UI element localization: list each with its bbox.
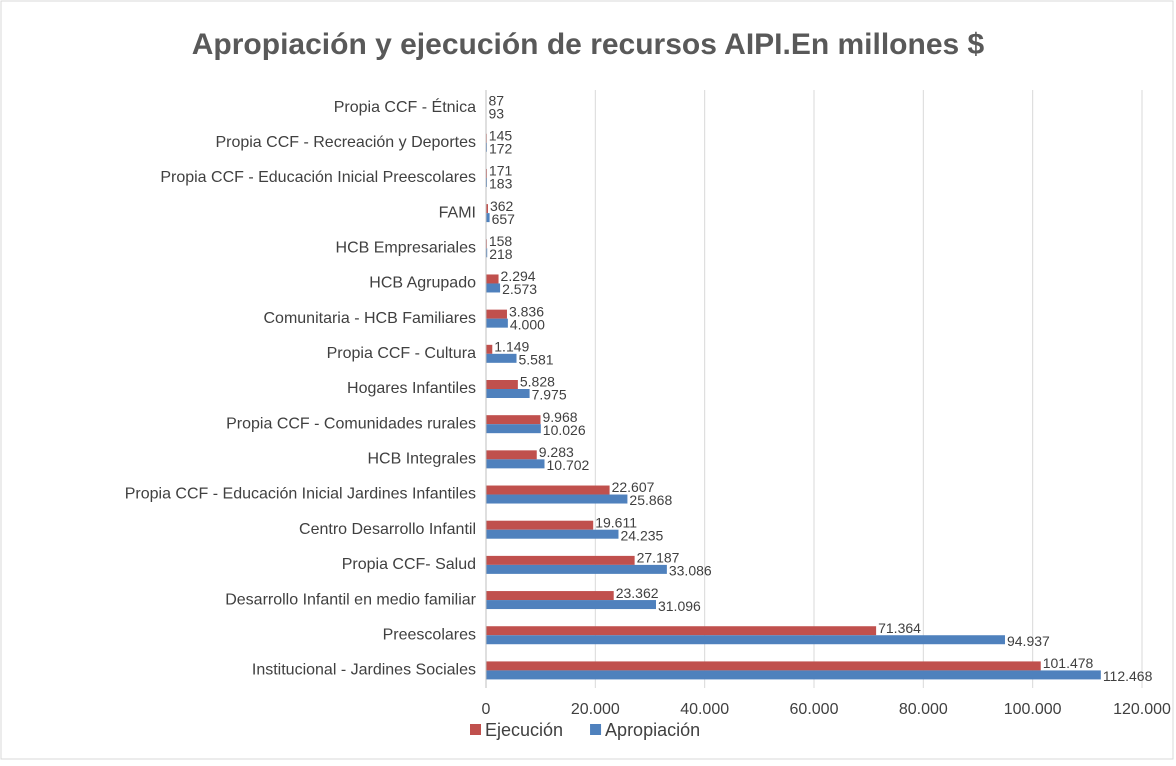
value-label: 71.364 [878, 620, 921, 636]
value-label: 23.362 [616, 585, 659, 601]
y-tick-label: Comunitaria - HCB Familiares [264, 310, 477, 327]
bar [486, 530, 618, 539]
bar [486, 495, 627, 504]
y-tick-label: HCB Agrupado [369, 275, 476, 292]
value-label: 31.096 [658, 598, 701, 614]
legend-label: Ejecución [485, 720, 563, 740]
y-tick-label: Propia CCF - Comunidades rurales [226, 415, 476, 432]
value-label: 10.702 [547, 457, 590, 473]
bar [486, 415, 540, 424]
value-label: 10.026 [543, 422, 586, 438]
bar [486, 591, 614, 600]
bar [486, 310, 507, 319]
y-tick-label: Propia CCF- Salud [342, 556, 476, 573]
x-tick-label: 20.000 [571, 701, 620, 718]
bar [486, 345, 492, 354]
bar [486, 354, 517, 363]
y-tick-label: Propia CCF - Educación Inicial Preescola… [160, 169, 476, 186]
bar [486, 556, 635, 565]
y-tick-label: Preescolares [383, 626, 476, 643]
x-tick-label: 80.000 [899, 701, 948, 718]
bar [486, 459, 545, 468]
value-label: 25.868 [629, 492, 672, 508]
y-tick-label: Propia CCF - Educación Inicial Jardines … [125, 486, 476, 503]
y-tick-label: Propia CCF - Recreación y Deportes [215, 134, 476, 151]
bar [486, 424, 541, 433]
x-tick-label: 120.000 [1113, 701, 1171, 718]
value-label: 7.975 [532, 387, 567, 403]
x-tick-label: 40.000 [680, 701, 729, 718]
y-tick-label: FAMI [439, 204, 476, 221]
y-tick-label: HCB Integrales [368, 451, 477, 468]
bar [486, 283, 500, 292]
y-tick-label: HCB Empresariales [336, 240, 476, 257]
bar [486, 600, 656, 609]
legend-swatch [470, 724, 481, 735]
value-label: 24.235 [620, 527, 663, 543]
value-label: 101.478 [1043, 655, 1094, 671]
value-label: 183 [489, 176, 513, 192]
value-label: 172 [489, 140, 513, 156]
legend-label: Apropiación [605, 720, 700, 740]
bar [486, 274, 499, 283]
x-tick-label: 100.000 [1004, 701, 1062, 718]
value-label: 94.937 [1007, 633, 1050, 649]
bar [486, 213, 490, 222]
x-tick-label: 0 [482, 701, 491, 718]
bar [486, 661, 1041, 670]
bar [486, 565, 667, 574]
y-tick-label: Centro Desarrollo Infantil [299, 521, 476, 538]
bar [486, 626, 876, 635]
y-tick-label: Propia CCF - Étnica [334, 97, 476, 116]
bar [486, 486, 610, 495]
bar [486, 389, 530, 398]
value-label: 112.468 [1103, 668, 1153, 684]
bar [486, 380, 518, 389]
bar [486, 670, 1101, 679]
value-label: 93 [489, 105, 505, 121]
value-label: 4.000 [510, 316, 545, 332]
y-tick-label: Desarrollo Infantil en medio familiar [225, 591, 476, 608]
value-label: 5.581 [519, 352, 554, 368]
y-tick-label: Institucional - Jardines Sociales [252, 662, 476, 679]
x-tick-label: 60.000 [790, 701, 839, 718]
legend-swatch [590, 724, 601, 735]
value-label: 218 [489, 246, 513, 262]
bar [486, 319, 508, 328]
value-label: 657 [492, 211, 516, 227]
bar [486, 635, 1005, 644]
bar [486, 450, 537, 459]
value-label: 2.573 [502, 281, 537, 297]
value-label: 33.086 [669, 563, 712, 579]
y-tick-label: Propia CCF - Cultura [327, 345, 476, 362]
bar [486, 521, 593, 530]
y-tick-label: Hogares Infantiles [347, 380, 476, 397]
chart-title: Apropiación y ejecución de recursos AIPI… [192, 28, 985, 61]
